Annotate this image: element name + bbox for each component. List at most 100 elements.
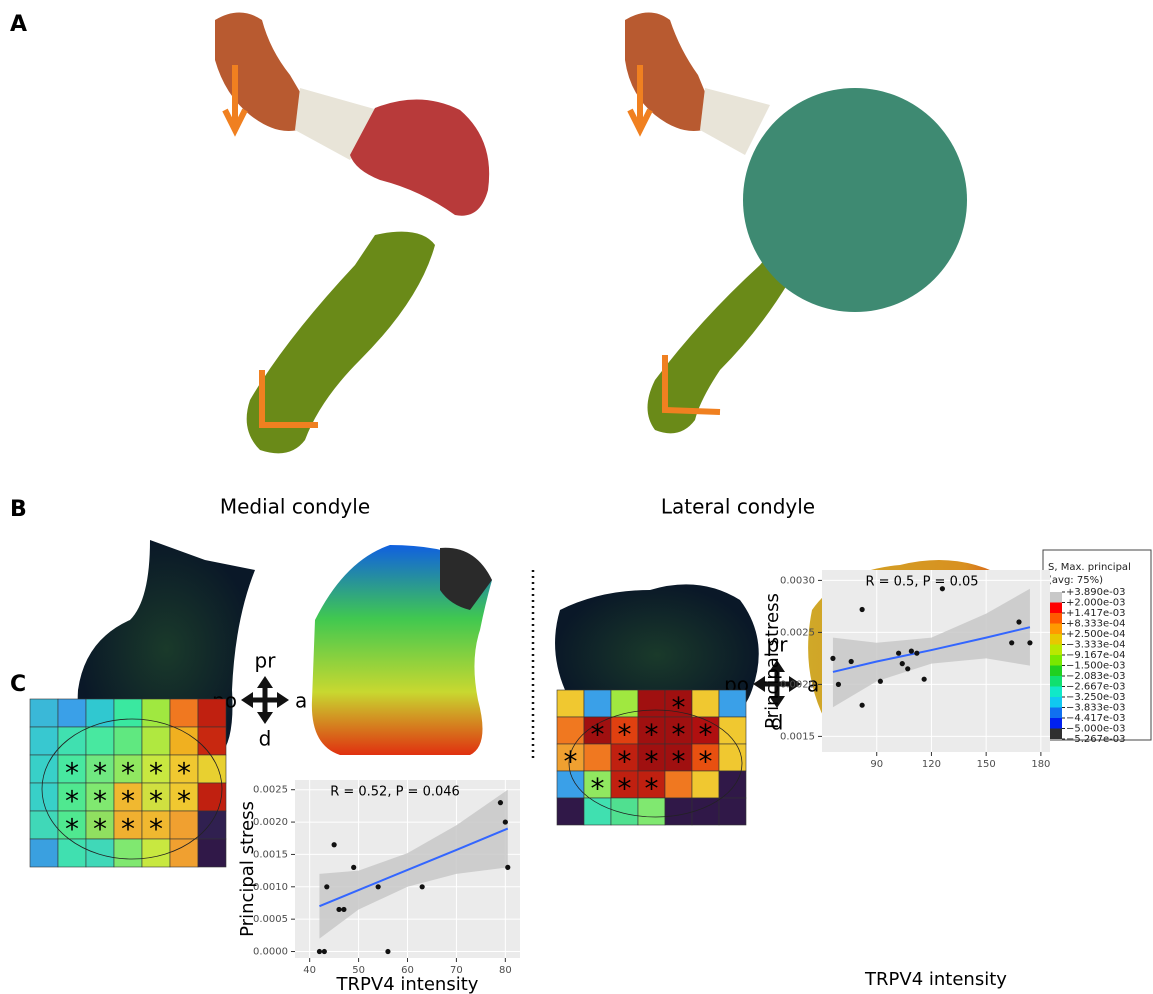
- condyle-title: Lateral condyle: [661, 495, 815, 519]
- orientation-label: pr: [255, 649, 277, 673]
- heatmap-cell: [114, 727, 142, 755]
- asterisk: *: [591, 718, 605, 751]
- panel-label: A: [10, 12, 27, 37]
- data-point: [1016, 619, 1021, 624]
- data-point: [849, 659, 854, 664]
- legend-label: −1.500e-03: [1066, 661, 1126, 672]
- legend-swatch: [1048, 718, 1062, 729]
- legend-label: −9.167e-04: [1066, 650, 1126, 661]
- annotation: R = 0.52, P = 0.046: [330, 785, 460, 800]
- asterisk: *: [177, 785, 191, 818]
- asterisk: *: [699, 745, 713, 778]
- heatmap-cell: [30, 755, 58, 783]
- asterisk: *: [149, 813, 163, 846]
- heatmap-cell: [170, 727, 198, 755]
- heatmap-cell: [557, 798, 584, 825]
- y-axis-label: Principal stress: [762, 593, 783, 729]
- y-tick-label: 0.0020: [253, 817, 288, 828]
- legend-swatch: [1048, 655, 1062, 666]
- legend-swatch: [1048, 676, 1062, 687]
- legend-label: −4.417e-03: [1066, 713, 1126, 724]
- legend-swatch: [1048, 729, 1062, 740]
- heatmap-cell: [30, 727, 58, 755]
- heatmap-cell: [30, 699, 58, 727]
- x-tick-label: 80: [499, 965, 512, 976]
- legend-label: +3.890e-03: [1066, 587, 1126, 598]
- asterisk: *: [591, 772, 605, 805]
- data-point: [385, 949, 390, 954]
- y-tick-label: 0.0020: [780, 679, 815, 690]
- x-tick-label: 120: [922, 759, 941, 770]
- page: A B C Medial condyle Lateral condyle pr …: [0, 0, 1153, 994]
- data-point: [376, 884, 381, 889]
- data-point: [420, 884, 425, 889]
- legend-swatch: [1048, 603, 1062, 614]
- heatmap-cell: [170, 839, 198, 867]
- asterisk: *: [618, 772, 632, 805]
- x-tick-label: 40: [303, 965, 316, 976]
- panel-a-render: [215, 13, 967, 454]
- legend-label: −5.000e-03: [1066, 724, 1126, 735]
- legend-label: +2.000e-03: [1066, 598, 1126, 609]
- heatmap-cell: [719, 771, 746, 798]
- x-tick-label: 150: [977, 759, 996, 770]
- legend-swatch: [1048, 687, 1062, 698]
- data-point: [878, 679, 883, 684]
- data-point: [896, 651, 901, 656]
- heatmap-cell: [638, 690, 665, 717]
- data-point: [498, 800, 503, 805]
- heatmap-cell: [584, 690, 611, 717]
- y-tick-label: 0.0025: [780, 627, 815, 638]
- x-axis-label: TRPV4 intensity: [864, 969, 1007, 990]
- legend-swatch: [1048, 624, 1062, 635]
- legend-label: −2.667e-03: [1066, 682, 1126, 693]
- heatmap-cell: [142, 727, 170, 755]
- legend-swatch: [1048, 645, 1062, 656]
- y-tick-label: 0.0005: [253, 914, 288, 925]
- legend-swatch: [1048, 666, 1062, 677]
- data-point: [900, 661, 905, 666]
- legend-subtitle: (avg: 75%): [1048, 575, 1103, 586]
- data-point: [317, 949, 322, 954]
- heatmap-cell: [114, 699, 142, 727]
- legend-label: +2.500e-04: [1066, 629, 1126, 640]
- figure: A B C Medial condyle Lateral condyle pr …: [0, 0, 1153, 994]
- data-point: [914, 651, 919, 656]
- data-point: [341, 907, 346, 912]
- asterisk: *: [672, 745, 686, 778]
- y-tick-label: 0.0030: [780, 575, 815, 586]
- heatmap-cell: [58, 699, 86, 727]
- heatmap-cell: [198, 755, 226, 783]
- orientation-label: a: [295, 689, 307, 713]
- heatmap-cell: [30, 783, 58, 811]
- legend-swatch: [1048, 634, 1062, 645]
- orientation-label: d: [259, 727, 272, 751]
- asterisk: *: [121, 813, 135, 846]
- data-point: [860, 703, 865, 708]
- legend-label: −5.267e-03: [1066, 734, 1126, 745]
- data-point: [922, 677, 927, 682]
- heatmap-cell: [86, 727, 114, 755]
- panel-label: C: [10, 672, 26, 697]
- asterisk: *: [564, 745, 578, 778]
- heatmap-cell: [198, 811, 226, 839]
- y-tick-label: 0.0015: [780, 731, 815, 742]
- data-point: [332, 842, 337, 847]
- legend-label: +8.333e-04: [1066, 619, 1126, 630]
- data-point: [503, 819, 508, 824]
- data-point: [351, 865, 356, 870]
- heatmap-cell: [198, 839, 226, 867]
- heatmap-cell: [692, 690, 719, 717]
- condyle-title: Medial condyle: [220, 495, 370, 519]
- legend-label: −3.333e-04: [1066, 640, 1126, 651]
- heatmap-cell: [86, 699, 114, 727]
- heatmap-cell: [557, 717, 584, 744]
- data-point: [836, 682, 841, 687]
- asterisk: *: [93, 813, 107, 846]
- asterisk: *: [645, 772, 659, 805]
- heatmap-cell: [30, 839, 58, 867]
- data-point: [1009, 640, 1014, 645]
- x-tick-label: 90: [870, 759, 883, 770]
- legend-swatch: [1048, 613, 1062, 624]
- heatmap-cell: [198, 699, 226, 727]
